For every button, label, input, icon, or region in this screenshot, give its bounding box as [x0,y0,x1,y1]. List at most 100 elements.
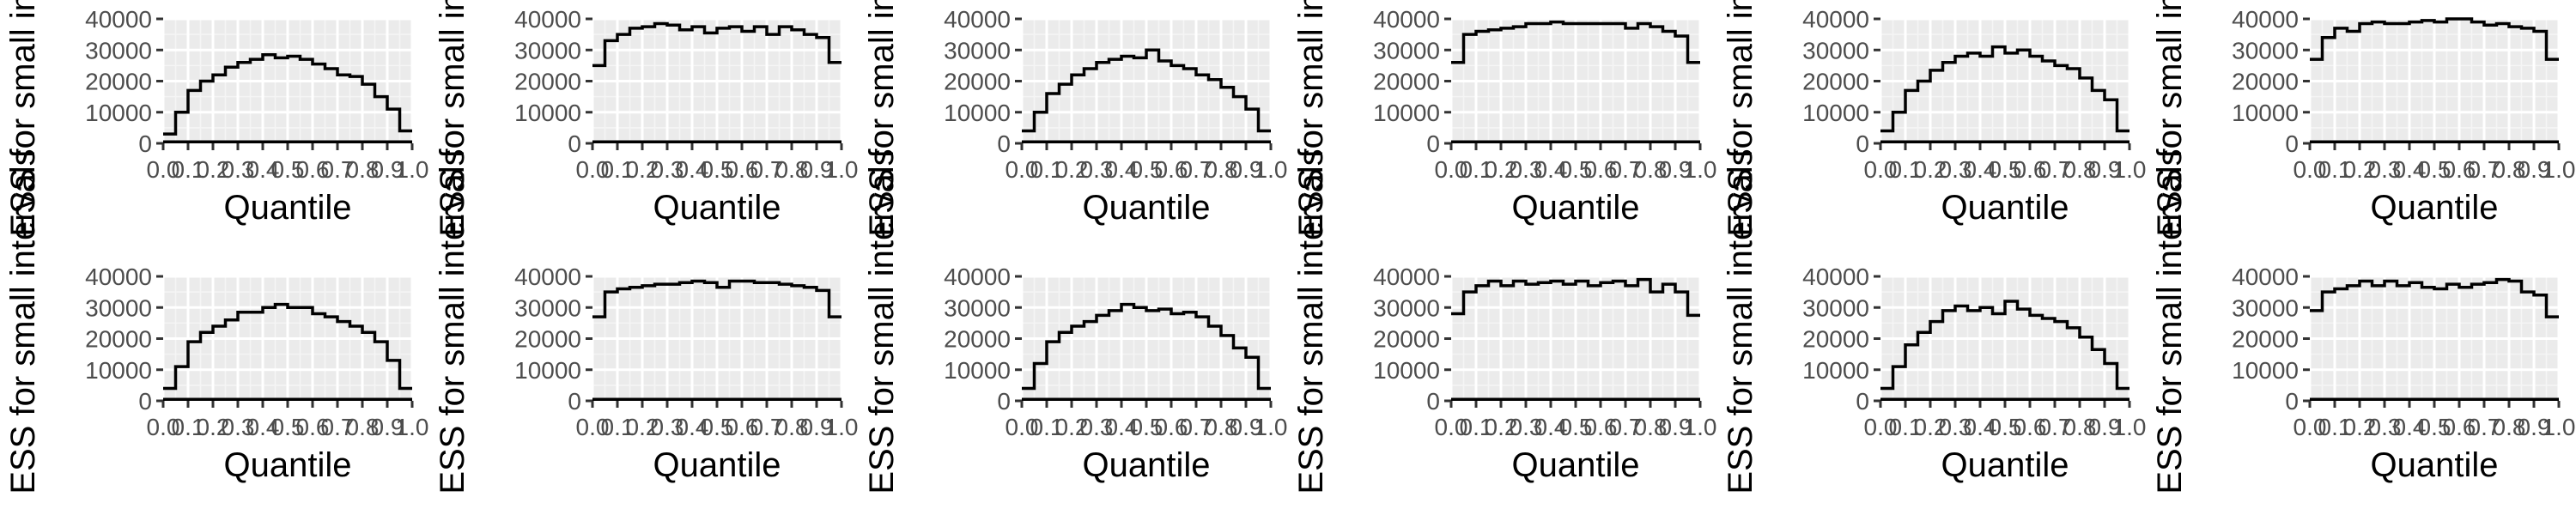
series-line [1022,302,1271,391]
x-tick-label: 0.4 [676,414,709,440]
x-tick-label: 0.1 [1460,156,1493,183]
y-tick-label: 10000 [2232,100,2299,126]
x-tick-label: 0.1 [172,156,205,183]
x-tick-label: 0.5 [701,156,734,183]
x-tick-label: 0.0 [1864,414,1898,440]
y-tick-label: 10000 [514,100,581,126]
x-tick-label: 0.2 [1485,414,1518,440]
x-tick-label: 0.8 [1205,156,1238,183]
x-tick-label: 0.6 [2014,414,2047,440]
x-tick-label: 0.2 [626,414,659,440]
y-tick-label: 0 [138,388,152,415]
chart-panel: 0100002000030000400000.00.10.20.30.40.50… [4,0,428,237]
chart-panel: 0100002000030000400000.00.10.20.30.40.50… [434,148,858,494]
series-line [1022,48,1271,133]
x-tick-label: 0.9 [371,414,404,440]
y-tick-label: 10000 [1373,100,1440,126]
x-tick-label: 0.1 [172,414,205,440]
x-tick-label: 0.6 [1584,414,1618,440]
y-axis-title: ESS for small intervals [1722,0,1759,237]
x-tick-label: 0.6 [726,414,759,440]
y-tick-label: 0 [138,130,152,157]
x-tick-label: 0.0 [1864,156,1898,183]
series-line [1451,277,1700,318]
x-axis-title: Quantile [653,446,781,484]
x-tick-label: 0.5 [1130,414,1163,440]
x-tick-label: 0.3 [651,414,684,440]
x-tick-label: 0.5 [1559,414,1593,440]
y-axis-title: ESS for small intervals [2151,148,2189,494]
x-axis-title: Quantile [1083,189,1211,227]
x-tick-label: 1.0 [2543,414,2576,440]
x-tick-label: 0.9 [2088,414,2122,440]
x-tick-label: 0.1 [601,414,635,440]
y-axis-title: ESS for small intervals [434,0,471,237]
x-tick-label: 0.0 [576,156,610,183]
y-tick-label: 20000 [1802,69,1869,95]
x-tick-label: 0.9 [800,414,834,440]
y-tick-label: 20000 [514,69,581,95]
x-tick-label: 0.6 [2014,156,2047,183]
x-tick-label: 0.1 [2318,156,2352,183]
x-tick-label: 0.2 [1914,156,1947,183]
x-tick-label: 0.9 [2518,414,2551,440]
y-tick-label: 30000 [944,294,1011,321]
y-tick-label: 20000 [944,69,1011,95]
x-tick-label: 0.7 [321,414,355,440]
y-axis-title: ESS for small intervals [863,148,901,494]
y-tick-label: 40000 [514,264,581,290]
y-tick-label: 40000 [514,6,581,33]
y-tick-label: 30000 [1802,37,1869,64]
y-tick-label: 40000 [1373,264,1440,290]
y-tick-label: 10000 [85,357,152,384]
x-tick-label: 0.3 [1510,414,1543,440]
x-tick-label: 0.6 [1155,414,1188,440]
y-tick-label: 10000 [1802,357,1869,384]
series-line [592,21,841,68]
y-tick-label: 30000 [514,294,581,321]
x-tick-label: 0.0 [1435,414,1468,440]
y-tick-label: 0 [997,130,1011,157]
x-tick-label: 0.4 [2393,156,2427,183]
y-tick-label: 20000 [514,326,581,353]
x-tick-label: 0.3 [1939,156,1972,183]
y-tick-label: 20000 [2232,326,2299,353]
x-tick-label: 0.9 [1659,414,1692,440]
x-tick-label: 0.2 [1055,414,1089,440]
x-axis-title: Quantile [2371,446,2499,484]
y-tick-label: 30000 [1802,294,1869,321]
x-tick-label: 0.7 [1180,414,1213,440]
y-tick-label: 20000 [85,326,152,353]
y-tick-label: 20000 [1802,326,1869,353]
x-tick-label: 0.8 [775,156,809,183]
y-tick-label: 0 [1856,388,1869,415]
x-tick-label: 1.0 [2543,156,2576,183]
y-axis-title: ESS for small intervals [4,148,42,494]
x-tick-label: 0.0 [576,414,610,440]
series-line [2310,17,2559,61]
x-tick-label: 0.1 [2318,414,2352,440]
x-tick-label: 0.6 [296,414,330,440]
x-tick-label: 0.4 [1105,414,1139,440]
x-tick-label: 0.8 [2493,156,2526,183]
chart-panel: 0100002000030000400000.00.10.20.30.40.50… [2151,148,2575,494]
x-tick-label: 0.0 [147,414,180,440]
y-tick-label: 20000 [85,69,152,95]
x-tick-label: 0.4 [2393,414,2427,440]
y-tick-label: 40000 [85,264,152,290]
x-tick-label: 0.8 [775,414,809,440]
y-axis-title: ESS for small intervals [2151,0,2189,237]
y-tick-label: 30000 [85,294,152,321]
y-tick-label: 10000 [1373,357,1440,384]
chart-panel: 0100002000030000400000.00.10.20.30.40.50… [1292,148,1716,494]
x-tick-label: 0.8 [346,414,380,440]
x-tick-label: 0.5 [1130,156,1163,183]
x-tick-label: 0.6 [726,156,759,183]
x-tick-label: 0.7 [2468,156,2501,183]
y-tick-label: 0 [568,130,581,157]
x-tick-label: 0.4 [676,156,709,183]
x-tick-label: 0.3 [1939,414,1972,440]
x-tick-label: 0.6 [2443,156,2476,183]
x-axis-title: Quantile [1512,189,1640,227]
